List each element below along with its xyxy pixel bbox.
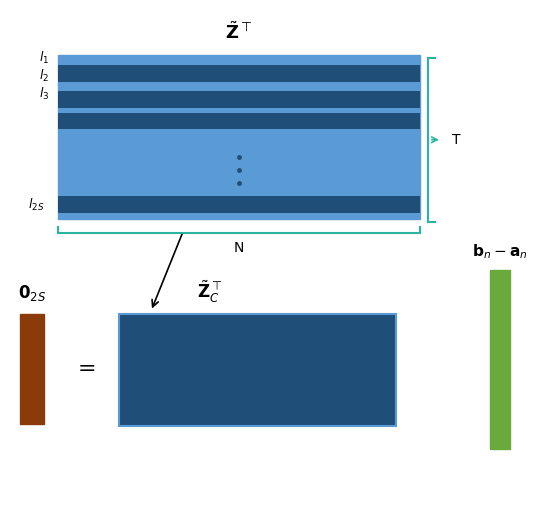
Text: $\tilde{\mathbf{Z}}_C^\top$: $\tilde{\mathbf{Z}}_C^\top$: [197, 278, 222, 305]
Text: $\tilde{\mathbf{Z}}^\top$: $\tilde{\mathbf{Z}}^\top$: [225, 21, 253, 43]
Bar: [20, 314, 44, 424]
Text: N: N: [234, 241, 244, 255]
Text: $\mathbf{0}_{2S}$: $\mathbf{0}_{2S}$: [18, 283, 46, 304]
Text: $\mathbf{b}_n - \mathbf{a}_n$: $\mathbf{b}_n - \mathbf{a}_n$: [472, 242, 528, 261]
Text: $l_{2S}$: $l_{2S}$: [28, 197, 44, 213]
Bar: [57, 55, 421, 219]
Text: $l_1$: $l_1$: [40, 50, 49, 66]
Text: $l_2$: $l_2$: [40, 68, 49, 84]
Bar: [119, 314, 396, 426]
Bar: [57, 196, 421, 213]
Text: $l_3$: $l_3$: [39, 86, 49, 102]
Bar: [57, 92, 421, 108]
Bar: [490, 270, 510, 449]
Text: T: T: [453, 133, 461, 147]
Text: =: =: [78, 359, 96, 379]
Bar: [57, 65, 421, 82]
Bar: [57, 113, 421, 129]
